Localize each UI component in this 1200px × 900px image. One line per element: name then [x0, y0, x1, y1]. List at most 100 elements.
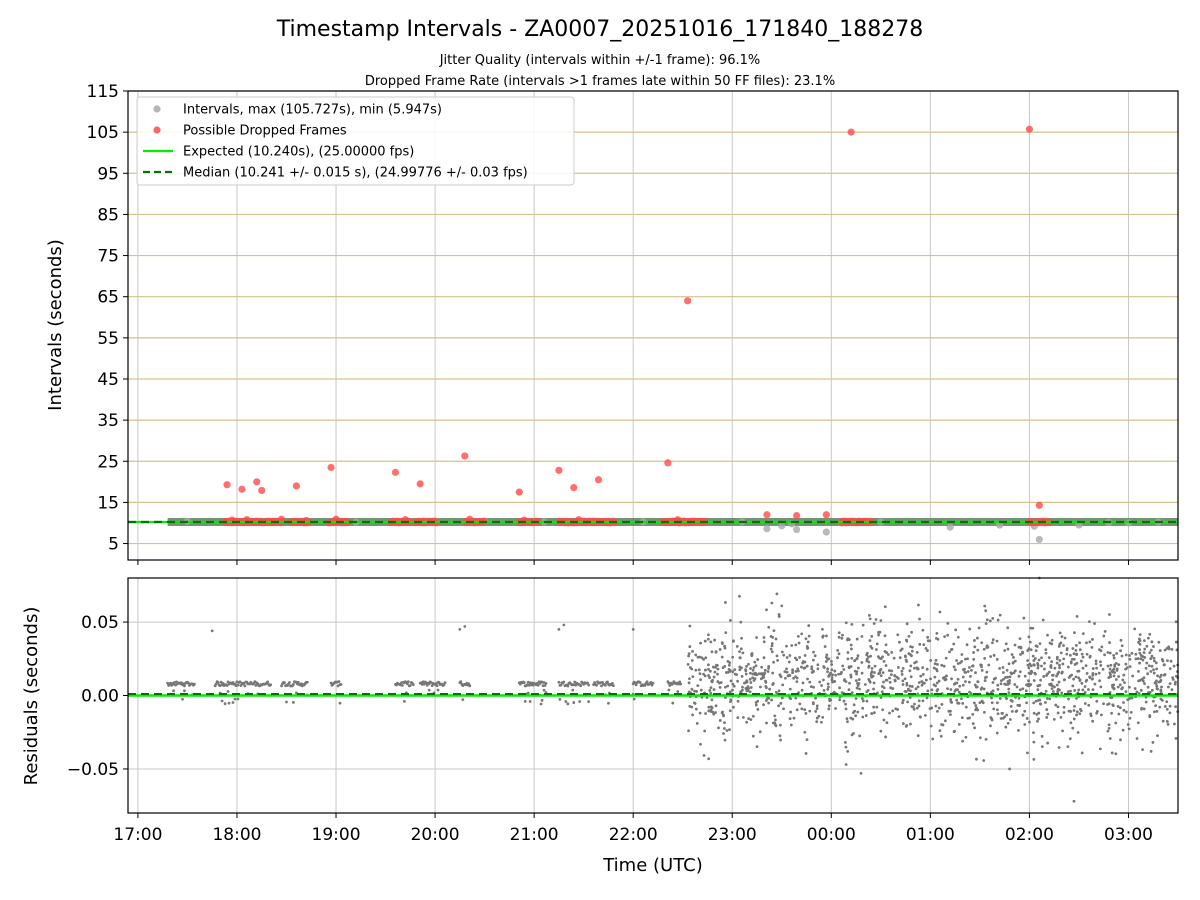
residual-point: [905, 683, 909, 687]
intervals-y-tick-label: 75: [97, 247, 119, 267]
residual-point: [935, 631, 939, 635]
residual-point: [595, 683, 598, 687]
residual-point: [1109, 673, 1112, 677]
residual-point: [809, 685, 813, 688]
residual-point: [980, 663, 983, 667]
residual-point: [1138, 633, 1142, 637]
residual-point: [956, 701, 960, 705]
residual-point: [960, 716, 964, 720]
residual-point: [779, 738, 782, 742]
residual-point: [723, 738, 727, 742]
residual-point: [925, 696, 929, 700]
residual-point: [933, 675, 937, 679]
residual-point: [1026, 663, 1030, 667]
residual-point: [536, 683, 540, 687]
residual-point: [805, 738, 809, 742]
residual-point: [1059, 715, 1063, 719]
residual-point: [1111, 668, 1115, 672]
residual-point: [859, 771, 863, 775]
residual-point: [1139, 688, 1143, 692]
residual-point: [721, 713, 725, 717]
residual-point: [544, 681, 548, 685]
residual-point: [904, 655, 907, 659]
residual-point: [751, 668, 755, 672]
residual-point: [880, 685, 884, 688]
residual-point: [1041, 618, 1045, 622]
residual-point: [1046, 741, 1050, 745]
residual-point: [292, 683, 295, 686]
residual-point: [860, 661, 864, 664]
residual-point: [1055, 674, 1058, 678]
residual-point: [1058, 631, 1062, 635]
residual-point: [961, 683, 965, 687]
residual-point: [1058, 666, 1061, 670]
residual-point: [850, 656, 854, 660]
residual-point: [955, 698, 959, 702]
residual-point: [812, 650, 815, 654]
residual-point: [1088, 620, 1091, 623]
residual-point: [1158, 675, 1162, 679]
residual-point: [825, 655, 828, 659]
residual-point: [794, 696, 798, 700]
dropped-frame-point: [793, 511, 801, 520]
residual-point: [883, 650, 887, 653]
legend-label: Median (10.241 +/- 0.015 s), (24.99776 +…: [183, 166, 528, 181]
residual-point: [978, 701, 982, 705]
residual-point: [1108, 641, 1111, 644]
residual-point: [865, 699, 869, 703]
residual-point: [826, 670, 829, 674]
residual-point: [1153, 710, 1156, 714]
residual-point: [971, 722, 975, 726]
residual-point: [711, 665, 715, 669]
residual-point: [937, 679, 941, 683]
residual-point: [810, 665, 814, 669]
interval-point: [1035, 535, 1043, 544]
residual-point: [687, 729, 690, 733]
residual-point: [861, 715, 865, 719]
interval-point: [996, 521, 1004, 529]
dropped-frame-point: [594, 476, 603, 484]
residual-point: [679, 682, 683, 686]
residual-point: [1056, 711, 1060, 715]
residual-point: [1081, 688, 1085, 692]
residual-point: [709, 705, 713, 709]
residual-point: [1122, 708, 1126, 712]
residual-point: [967, 680, 971, 684]
residual-point: [877, 633, 881, 637]
residual-point: [1150, 640, 1154, 644]
residual-point: [833, 680, 837, 683]
residual-point: [826, 667, 830, 671]
residual-point: [708, 676, 711, 679]
residual-point: [824, 660, 828, 663]
residual-point: [704, 712, 707, 715]
residual-point: [468, 684, 472, 688]
residual-point: [688, 704, 692, 708]
residual-point: [865, 651, 869, 655]
residual-point: [800, 632, 804, 636]
residual-point: [943, 719, 947, 723]
residual-point: [712, 712, 716, 716]
residual-point: [725, 729, 729, 732]
residual-point: [845, 638, 849, 642]
residual-point: [1174, 640, 1178, 644]
residual-point: [982, 647, 986, 651]
residual-point: [557, 680, 561, 684]
residual-point: [1021, 687, 1025, 691]
residual-point: [788, 673, 791, 677]
residual-point: [926, 649, 929, 652]
residual-point: [1117, 675, 1121, 678]
residual-point: [1044, 648, 1048, 652]
residual-point: [1057, 670, 1061, 674]
residual-point: [860, 634, 864, 638]
residual-point: [1031, 626, 1035, 630]
residual-point: [1032, 659, 1036, 662]
residual-point: [1125, 666, 1129, 670]
residual-point: [1095, 699, 1099, 703]
residual-point: [1018, 703, 1021, 707]
residual-point: [732, 639, 735, 643]
residual-point: [750, 653, 754, 657]
residual-point: [1146, 672, 1150, 676]
residual-point: [1122, 701, 1125, 704]
residual-point: [975, 636, 979, 640]
residual-point: [1113, 663, 1117, 667]
